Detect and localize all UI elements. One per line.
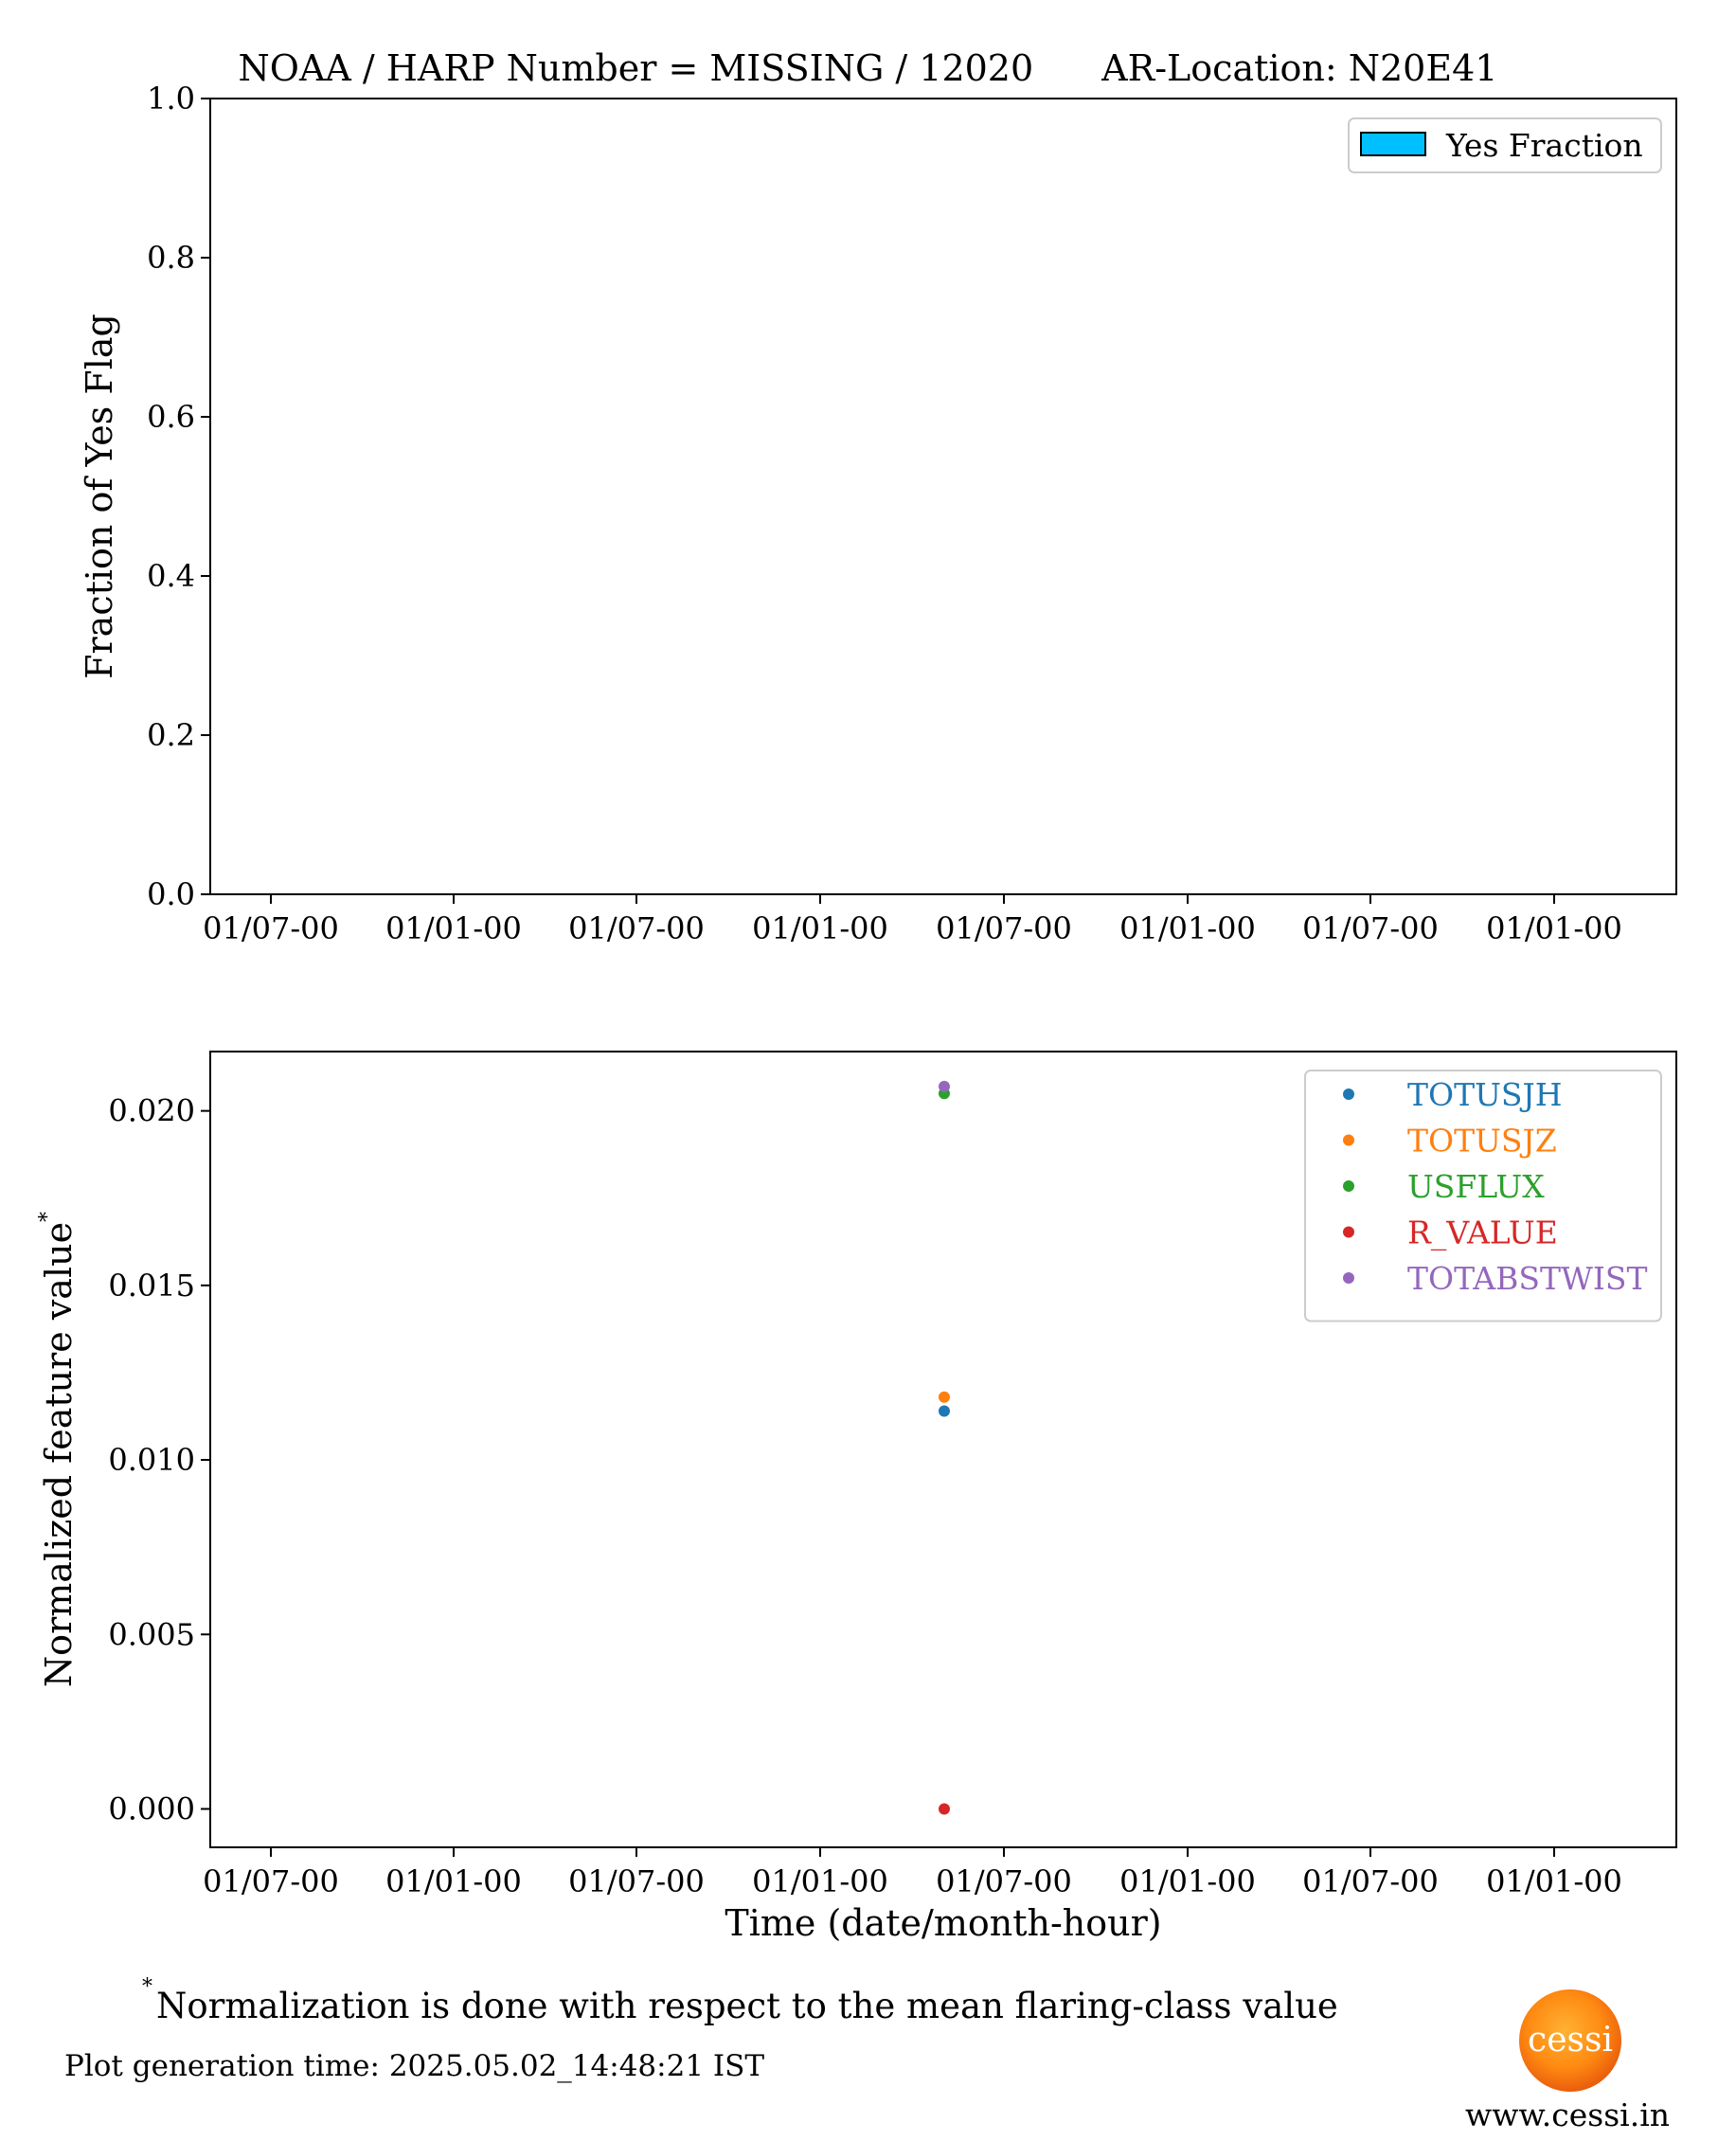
- x-tick-label: 01/01-00: [1486, 910, 1622, 946]
- data-point: [939, 1080, 950, 1092]
- data-point: [939, 1405, 950, 1417]
- cessi-logo-text: cessi: [1528, 2021, 1613, 2060]
- legend-marker: [1343, 1272, 1354, 1284]
- x-tick-label: 01/07-00: [568, 910, 705, 946]
- y-tick-label: 0.000: [108, 1790, 195, 1826]
- title-harp: NOAA / HARP Number = MISSING / 12020: [238, 47, 1034, 89]
- y-tick-label: 0.010: [108, 1442, 195, 1478]
- legend-marker: [1343, 1226, 1354, 1238]
- legend-label: Yes Fraction: [1445, 127, 1643, 164]
- legend-marker: [1343, 1180, 1354, 1192]
- y-tick-label: 0.0: [147, 876, 195, 912]
- x-tick-label: 01/07-00: [1302, 1863, 1439, 1899]
- x-tick-label: 01/01-00: [1119, 1863, 1256, 1899]
- x-axis-label: Time (date/month-hour): [725, 1902, 1161, 1944]
- x-tick-label: 01/01-00: [1119, 910, 1256, 946]
- y-tick-label: 0.6: [147, 399, 195, 435]
- y-axis-label-marker: *: [36, 1212, 60, 1222]
- legend-label: R_VALUE: [1407, 1214, 1558, 1252]
- normalization-footnote: * Normalization is done with respect to t…: [142, 1975, 1338, 2026]
- x-tick-label: 01/01-00: [752, 1863, 888, 1899]
- cessi-website: www.cessi.in: [1464, 2096, 1671, 2133]
- legend-label: TOTUSJZ: [1407, 1123, 1557, 1160]
- legend-label: TOTABSTWIST: [1407, 1260, 1648, 1297]
- legend-marker: [1343, 1088, 1354, 1100]
- legend-label: USFLUX: [1407, 1168, 1545, 1205]
- data-point: [939, 1391, 950, 1403]
- legend-marker: [1343, 1134, 1354, 1146]
- yes-fraction-plot: 0.0 0.2 0.4 0.6 0.8 1.0 01/07-00 01/01-00 01/07-…: [79, 81, 1677, 946]
- y-tick-label: 0.2: [147, 717, 195, 753]
- x-tick-label: 01/07-00: [203, 910, 339, 946]
- legend-label: TOTUSJH: [1407, 1076, 1563, 1113]
- x-tick-label: 01/01-00: [752, 910, 888, 946]
- legend-box: [1304, 1070, 1662, 1322]
- x-tick-label: 01/07-00: [568, 1863, 705, 1899]
- x-tick-label: 01/07-00: [1302, 910, 1439, 946]
- data-point: [939, 1803, 950, 1815]
- footnote-marker: *: [142, 1975, 152, 1999]
- y-tick-label: 0.005: [108, 1616, 195, 1652]
- y-tick-label: 0.015: [108, 1268, 195, 1304]
- x-tick-label: 01/07-00: [936, 910, 1072, 946]
- figure-title: NOAA / HARP Number = MISSING / 12020 AR-L…: [0, 47, 1736, 89]
- plot-frame: [209, 98, 1677, 895]
- x-tick-label: 01/07-00: [936, 1863, 1072, 1899]
- cessi-logo: cessi: [1519, 1989, 1621, 2092]
- x-tick-label: 01/07-00: [203, 1863, 339, 1899]
- legend-swatch: [1360, 132, 1426, 156]
- y-tick-label: 0.8: [147, 240, 195, 276]
- y-tick-label: 0.020: [108, 1093, 195, 1129]
- title-location: AR-Location: N20E41: [1101, 47, 1498, 89]
- legend-box: [1348, 117, 1662, 173]
- x-tick-label: 01/01-00: [385, 910, 522, 946]
- x-tick-label: 01/01-00: [1486, 1863, 1622, 1899]
- normalized-feature-plot: 0.000 0.005 0.010 0.015 0.020 01/07-00 01/01-0…: [36, 1051, 1677, 1944]
- plot-generation-time: Plot generation time: 2025.05.02_14:48:2…: [64, 2049, 765, 2083]
- x-tick-label: 01/01-00: [385, 1863, 522, 1899]
- y-axis-label: Normalized feature value*: [36, 1212, 80, 1687]
- y-tick-label: 1.0: [147, 81, 195, 117]
- y-axis-label: Fraction of Yes Flag: [79, 314, 120, 679]
- y-tick-label: 0.4: [147, 558, 195, 594]
- footnote-text: Normalization is done with respect to th…: [156, 1986, 1338, 2026]
